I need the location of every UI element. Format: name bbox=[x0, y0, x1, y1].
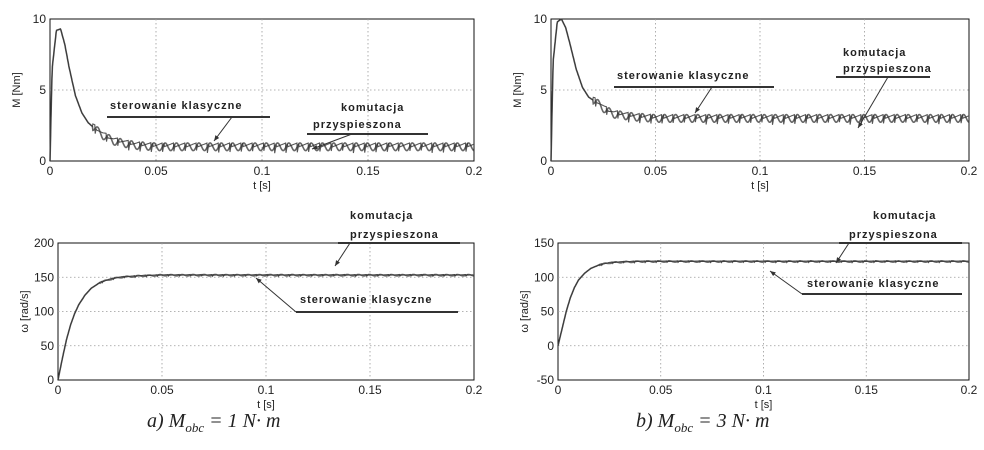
caption-a-sub: obc bbox=[185, 420, 205, 435]
caption-b-suffix: = 3 N· m bbox=[693, 410, 770, 432]
a-torque-x-tick-label: 0 bbox=[47, 164, 54, 178]
a-torque-annotation-arrowhead bbox=[312, 144, 318, 150]
b-speed-annotation: sterowanie klasyczne bbox=[807, 278, 940, 290]
b-speed-x-axis-label: t [s] bbox=[755, 399, 773, 411]
caption-b-sub: obc bbox=[674, 420, 694, 435]
b-torque-x-tick-label: 0 bbox=[548, 164, 555, 178]
b-torque-y-tick-label: 0 bbox=[540, 154, 547, 168]
a-speed-series-line-alt bbox=[57, 273, 475, 381]
a-torque-y-tick-label: 5 bbox=[39, 83, 46, 97]
a-speed-y-axis-label: ω [rad/s] bbox=[19, 290, 31, 332]
a-torque-annotation: przyspieszona bbox=[313, 119, 402, 131]
a-speed-y-tick-label: 150 bbox=[34, 270, 54, 284]
a-torque-y-tick-label: 0 bbox=[39, 154, 46, 168]
a-speed-y-tick-label: 100 bbox=[34, 305, 54, 319]
a-torque-x-tick-label: 0.05 bbox=[144, 164, 168, 178]
b-speed-x-tick-label: 0.1 bbox=[755, 383, 772, 397]
b-torque-x-tick-label: 0.15 bbox=[853, 164, 877, 178]
b-torque-x-tick-label: 0.05 bbox=[644, 164, 668, 178]
b-speed-y-tick-label: -50 bbox=[537, 373, 555, 387]
b-speed-x-tick-label: 0.2 bbox=[961, 383, 978, 397]
a-speed-x-tick-label: 0.2 bbox=[466, 383, 483, 397]
b-torque-annotation: komutacja bbox=[843, 47, 906, 59]
a-torque-x-tick-label: 0.2 bbox=[466, 164, 483, 178]
b-speed-y-tick-label: 100 bbox=[534, 270, 554, 284]
a-torque-annotation-arrowhead bbox=[214, 135, 220, 141]
b-speed-annotation-arrowhead bbox=[770, 271, 776, 277]
a-torque-x-tick-label: 0.15 bbox=[356, 164, 380, 178]
a-speed-annotation-arrowhead bbox=[256, 278, 262, 284]
b-speed-series-line-alt bbox=[557, 259, 970, 346]
b-torque-y-axis-label: M [Nm] bbox=[512, 72, 524, 107]
a-speed-x-tick-label: 0.1 bbox=[258, 383, 275, 397]
a-torque-annotation: komutacja bbox=[341, 102, 404, 114]
a-speed-x-tick-label: 0.15 bbox=[358, 383, 382, 397]
b-torque-annotation: sterowanie klasyczne bbox=[617, 70, 750, 82]
b-speed-y-tick-label: 50 bbox=[541, 305, 555, 319]
b-torque-series-line-alt bbox=[550, 18, 970, 162]
b-speed-annotation-arrow bbox=[769, 270, 803, 295]
b-speed-y-axis-label: ω [rad/s] bbox=[519, 290, 531, 332]
b-torque-annotation-arrowhead bbox=[858, 122, 863, 128]
a-speed-annotation: przyspieszona bbox=[350, 229, 439, 241]
a-torque-annotation-arrow bbox=[311, 133, 353, 150]
b-torque-y-tick-label: 10 bbox=[534, 12, 548, 26]
caption-a: a) Mobc = 1 N· m bbox=[147, 410, 280, 436]
a-torque-x-axis-label: t [s] bbox=[253, 180, 271, 192]
caption-b-prefix: b) M bbox=[636, 410, 675, 432]
b-torque-annotation-arrow bbox=[857, 76, 889, 129]
caption-b: b) Mobc = 3 N· m bbox=[636, 410, 769, 436]
b-torque-y-tick-label: 5 bbox=[540, 83, 547, 97]
caption-a-suffix: = 1 N· m bbox=[204, 410, 281, 432]
a-speed-x-axis-label: t [s] bbox=[257, 399, 275, 411]
a-speed-y-tick-label: 200 bbox=[34, 236, 54, 250]
a-torque-annotation: sterowanie klasyczne bbox=[110, 100, 243, 112]
a-speed-annotation: sterowanie klasyczne bbox=[300, 294, 433, 306]
b-speed-x-tick-label: 0.15 bbox=[855, 383, 879, 397]
a-torque-series-line-alt bbox=[49, 27, 475, 162]
a-speed-x-tick-label: 0.05 bbox=[150, 383, 174, 397]
b-speed-annotation-arrowhead bbox=[836, 257, 841, 263]
b-torque-x-axis-label: t [s] bbox=[751, 180, 769, 192]
caption-a-prefix: a) M bbox=[147, 410, 186, 432]
a-speed-annotation-arrowhead bbox=[335, 260, 340, 266]
b-speed-annotation: komutacja bbox=[873, 210, 936, 222]
a-torque-x-tick-label: 0.1 bbox=[254, 164, 271, 178]
b-torque-x-tick-label: 0.1 bbox=[752, 164, 769, 178]
a-speed-y-tick-label: 50 bbox=[41, 339, 55, 353]
b-speed-x-tick-label: 0 bbox=[555, 383, 562, 397]
b-torque-annotation: przyspieszona bbox=[843, 63, 932, 75]
b-torque-annotation-arrowhead bbox=[695, 107, 700, 113]
a-speed-x-tick-label: 0 bbox=[55, 383, 62, 397]
a-speed-annotation: komutacja bbox=[350, 210, 413, 222]
b-speed-annotation: przyspieszona bbox=[849, 229, 938, 241]
b-speed-x-tick-label: 0.05 bbox=[649, 383, 673, 397]
b-torque-x-tick-label: 0.2 bbox=[961, 164, 978, 178]
b-speed-y-tick-label: 0 bbox=[547, 339, 554, 353]
b-speed-y-tick-label: 150 bbox=[534, 236, 554, 250]
a-torque-y-tick-label: 10 bbox=[33, 12, 47, 26]
a-speed-annotation-arrow bbox=[255, 277, 297, 313]
a-torque-y-axis-label: M [Nm] bbox=[11, 72, 23, 107]
a-speed-y-tick-label: 0 bbox=[47, 373, 54, 387]
